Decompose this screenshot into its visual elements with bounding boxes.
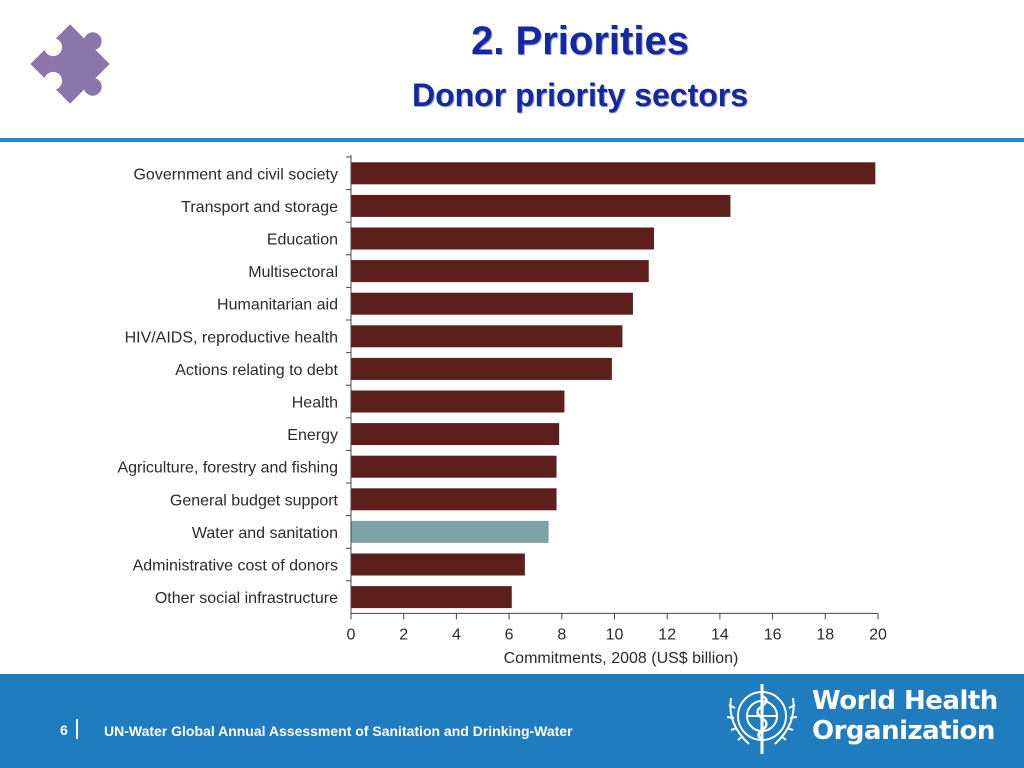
- bar: [351, 488, 557, 511]
- x-tick-label: 0: [347, 626, 356, 643]
- x-tick-label: 6: [505, 626, 514, 643]
- bar-highlighted: [351, 520, 549, 543]
- bar: [351, 357, 612, 380]
- x-tick-label: 14: [711, 626, 729, 643]
- bar: [351, 325, 623, 348]
- who-logo-line1: World Health: [812, 686, 998, 716]
- bar: [351, 194, 731, 217]
- slide-title: 2. Priorities: [471, 19, 689, 63]
- header-divider: [0, 138, 1024, 142]
- category-label: General budget support: [170, 492, 339, 509]
- who-logo-line2: Organization: [812, 716, 995, 746]
- page-number: 6: [60, 722, 68, 738]
- bar: [351, 586, 512, 609]
- slide-subtitle: Donor priority sectors: [411, 77, 749, 113]
- bar: [351, 162, 876, 185]
- category-label: HIV/AIDS, reproductive health: [125, 329, 338, 346]
- footer-bar: [0, 674, 1024, 768]
- bar: [351, 553, 525, 576]
- bar: [351, 390, 565, 413]
- footer-text: UN-Water Global Annual Assessment of San…: [104, 723, 573, 739]
- bar: [351, 455, 557, 478]
- x-tick-label: 8: [557, 626, 566, 643]
- category-label: Education: [267, 232, 338, 249]
- category-labels: Government and civil society Transport an…: [117, 166, 338, 607]
- category-label: Energy: [287, 427, 338, 444]
- who-emblem-icon: [726, 684, 798, 754]
- category-label: Administrative cost of donors: [133, 558, 338, 575]
- x-tick-label: 18: [816, 626, 834, 643]
- x-tick-label: 12: [658, 626, 676, 643]
- bars: [351, 162, 876, 609]
- x-axis: 0 2 4 6 8 10 12 14 16 18 20: [346, 155, 887, 643]
- x-tick-label: 16: [764, 626, 782, 643]
- category-label: Agriculture, forestry and fishing: [117, 460, 338, 477]
- bar-chart: Government and civil society Transport an…: [117, 155, 887, 667]
- bar: [351, 260, 649, 283]
- puzzle-piece-icon: [30, 24, 110, 104]
- category-label: Water and sanitation: [192, 525, 338, 542]
- category-label: Government and civil society: [133, 166, 338, 183]
- who-logo-text: World Health Organization: [812, 686, 998, 746]
- x-axis-label: Commitments, 2008 (US$ billion): [504, 650, 739, 667]
- category-label: Multisectoral: [248, 264, 338, 281]
- bar: [351, 423, 560, 446]
- footer-separator: [76, 719, 78, 739]
- x-tick-label: 4: [452, 626, 461, 643]
- bar: [351, 292, 633, 315]
- x-tick-label: 2: [399, 626, 408, 643]
- category-label: Health: [292, 395, 338, 412]
- x-tick-label: 20: [869, 626, 887, 643]
- x-tick-label: 10: [606, 626, 624, 643]
- category-label: Transport and storage: [181, 199, 338, 216]
- category-label: Actions relating to debt: [175, 362, 338, 379]
- category-label: Other social infrastructure: [155, 590, 338, 607]
- category-label: Humanitarian aid: [217, 297, 338, 314]
- bar: [351, 227, 655, 250]
